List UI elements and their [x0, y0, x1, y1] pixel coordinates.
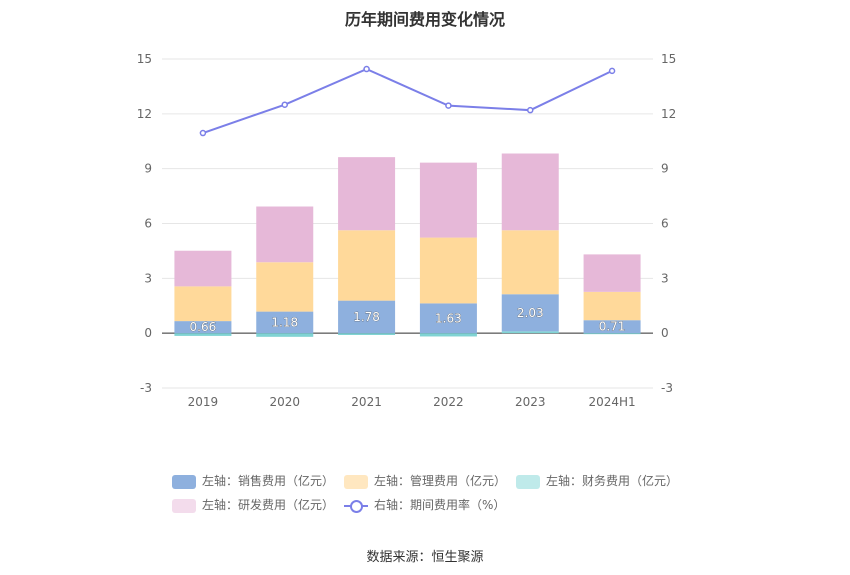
bar-finance [174, 333, 232, 336]
bar-admin [174, 286, 232, 322]
bar-rnd [338, 157, 396, 231]
x-tick-label: 2022 [433, 395, 464, 409]
legend-item-sales[interactable]: 左轴：销售费用（亿元） [172, 472, 334, 490]
legend-swatch-sales [172, 474, 196, 489]
bar-finance [419, 333, 477, 337]
data-label-sales: 1.78 [353, 310, 380, 324]
point-rate [608, 67, 616, 75]
x-tick-label: 2023 [515, 395, 546, 409]
y-left-tick-label: 12 [137, 107, 152, 121]
bar-admin [419, 237, 477, 304]
legend-label-finance: 左轴：财务费用（亿元） [546, 474, 679, 488]
y-right-tick-label: 6 [661, 217, 669, 231]
bar-admin [501, 230, 559, 295]
bar-rnd [419, 162, 477, 238]
bar-rnd [501, 153, 559, 231]
bar-sales [501, 294, 559, 332]
data-source: 数据来源：恒生聚源 [366, 550, 484, 565]
y-left-tick-label: -3 [140, 381, 152, 395]
point-rate [199, 129, 207, 137]
bar-finance [501, 331, 559, 334]
bar-rnd [583, 254, 641, 292]
line-rate [202, 67, 613, 134]
y-left-tick-label: 6 [144, 217, 152, 231]
bar-admin [338, 230, 396, 301]
legend-item-rate[interactable]: 右轴：期间费用率（%） [344, 496, 505, 514]
bar-sales [583, 320, 641, 334]
x-tick-label: 2024H1 [588, 395, 635, 409]
legend-label-rnd: 左轴：研发费用（亿元） [202, 498, 335, 512]
y-left-tick-label: 9 [144, 162, 152, 176]
y-right-tick-label: 12 [661, 107, 676, 121]
chart-title: 历年期间费用变化情况 [344, 10, 505, 29]
data-label-sales: 0.66 [190, 320, 217, 334]
bar-admin [256, 262, 314, 312]
y-left-tick-label: 0 [144, 326, 152, 340]
point-rate [281, 101, 288, 108]
point-rate [363, 65, 370, 73]
legend-label-sales: 左轴：销售费用（亿元） [202, 474, 335, 488]
x-tick-label: 2020 [269, 395, 300, 409]
bar-sales [338, 300, 396, 334]
bar-finance [583, 333, 641, 335]
legend-item-rnd[interactable]: 左轴：研发费用（亿元） [172, 496, 334, 514]
bar-finance [256, 333, 314, 337]
bar-finance [338, 333, 396, 335]
chart-canvas: -3 0 3 6 9 12 15 -3 0 3 6 9 12 15 0.66 2019 1.18 2020 1.78… [137, 52, 677, 409]
bar-sales [174, 321, 232, 334]
legend-swatch-rnd [172, 498, 196, 513]
y-right-tick-label: 9 [661, 162, 669, 176]
x-tick-label: 2021 [351, 395, 382, 409]
legend-item-admin[interactable]: 左轴：管理费用（亿元） [344, 472, 506, 490]
y-right-tick-label: -3 [661, 381, 673, 395]
data-label-sales: 0.71 [599, 320, 626, 334]
y-right-tick-label: 15 [661, 52, 676, 66]
y-right-tick-label: 3 [661, 271, 669, 285]
point-rate [527, 106, 534, 114]
bar-sales [419, 303, 477, 334]
bar-sales [256, 311, 314, 334]
point-rate [445, 102, 452, 109]
data-label-sales: 1.63 [435, 311, 462, 325]
x-tick-label: 2019 [188, 395, 219, 409]
bar-rnd [256, 206, 314, 263]
legend-swatch-admin [344, 474, 368, 489]
y-right-tick-label: 0 [661, 326, 669, 340]
y-left-tick-label: 3 [144, 271, 152, 285]
data-label-sales: 1.18 [271, 315, 298, 329]
bar-admin [583, 291, 641, 321]
y-left-tick-label: 15 [137, 52, 152, 66]
bar-rnd [174, 250, 232, 287]
legend-label-rate: 右轴：期间费用率（%） [374, 498, 506, 512]
legend-line-icon [344, 499, 368, 513]
legend-item-finance[interactable]: 左轴：财务费用（亿元） [516, 472, 678, 490]
legend-label-admin: 左轴：管理费用（亿元） [374, 474, 507, 488]
legend-swatch-finance [516, 474, 540, 489]
data-label-sales: 2.03 [517, 306, 544, 320]
